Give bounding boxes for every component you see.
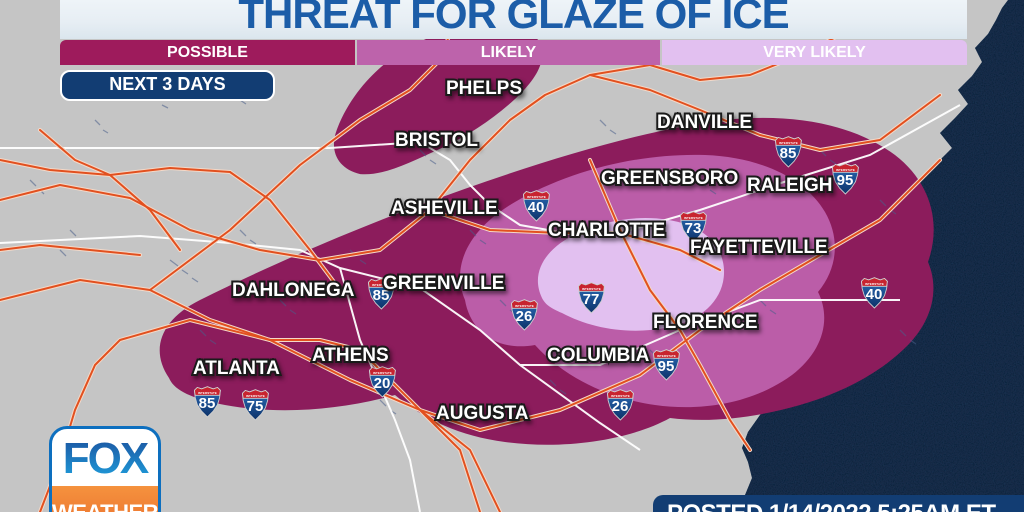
svg-text:FOX: FOX	[63, 435, 149, 481]
